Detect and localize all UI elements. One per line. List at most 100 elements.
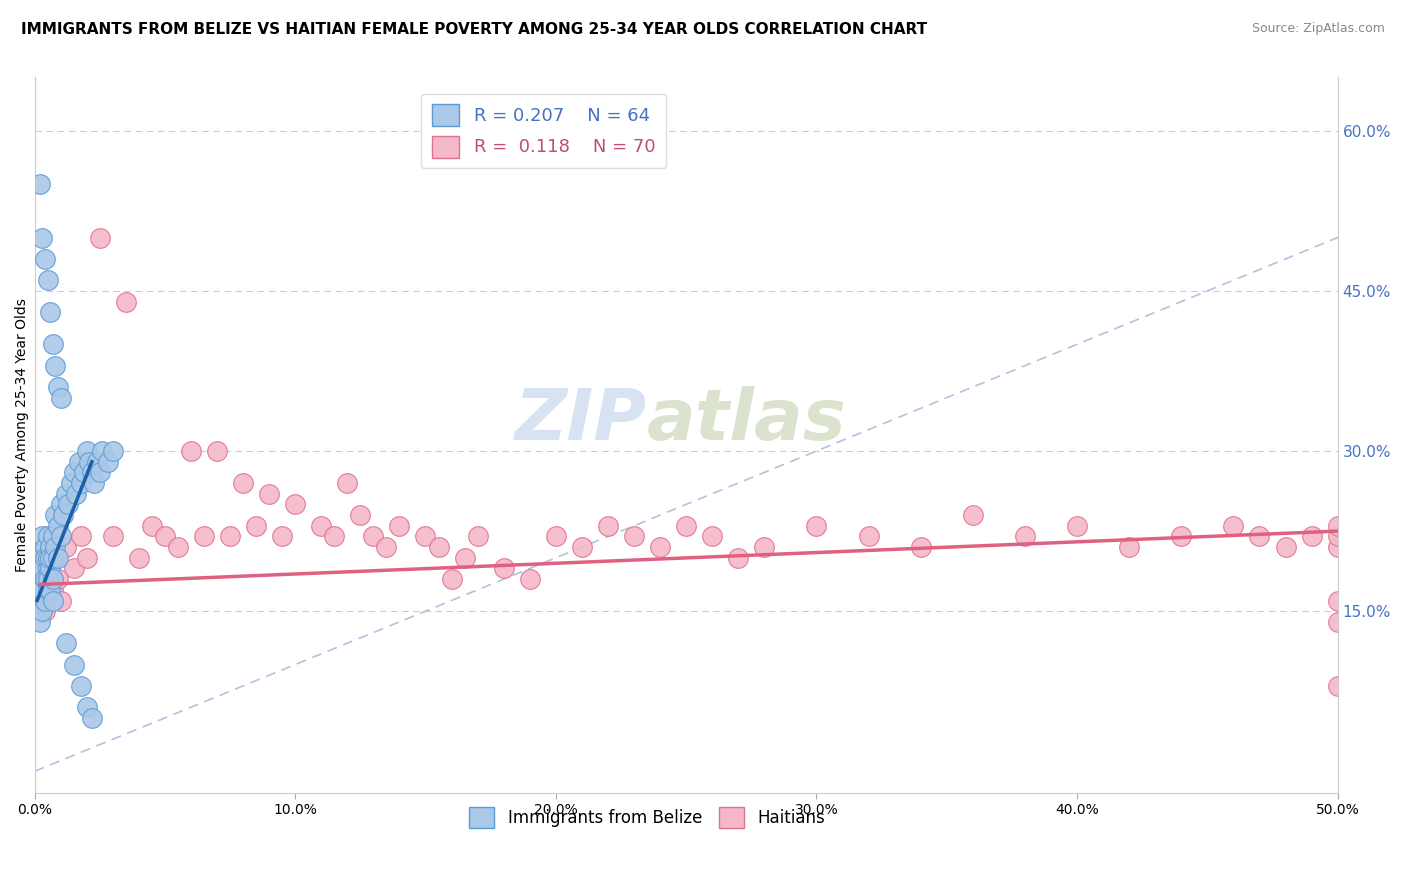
Point bbox=[42, 529, 65, 543]
Point bbox=[180, 444, 202, 458]
Point bbox=[55, 540, 77, 554]
Point bbox=[37, 572, 59, 586]
Point bbox=[37, 550, 59, 565]
Point bbox=[31, 230, 53, 244]
Point bbox=[427, 540, 450, 554]
Point bbox=[39, 561, 62, 575]
Text: ZIP: ZIP bbox=[515, 386, 647, 455]
Point bbox=[70, 476, 93, 491]
Point bbox=[1249, 529, 1271, 543]
Point bbox=[245, 518, 267, 533]
Point bbox=[42, 337, 65, 351]
Point bbox=[205, 444, 228, 458]
Point bbox=[31, 604, 53, 618]
Point bbox=[492, 561, 515, 575]
Point bbox=[1326, 518, 1348, 533]
Point bbox=[28, 177, 51, 191]
Point bbox=[46, 518, 69, 533]
Point bbox=[65, 487, 87, 501]
Point bbox=[49, 498, 72, 512]
Point bbox=[42, 572, 65, 586]
Point bbox=[167, 540, 190, 554]
Point bbox=[675, 518, 697, 533]
Point bbox=[34, 550, 56, 565]
Y-axis label: Female Poverty Among 25-34 Year Olds: Female Poverty Among 25-34 Year Olds bbox=[15, 298, 30, 572]
Legend: Immigrants from Belize, Haitians: Immigrants from Belize, Haitians bbox=[463, 801, 831, 834]
Point bbox=[31, 561, 53, 575]
Point bbox=[37, 273, 59, 287]
Point bbox=[323, 529, 346, 543]
Point bbox=[219, 529, 242, 543]
Point bbox=[440, 572, 463, 586]
Text: Source: ZipAtlas.com: Source: ZipAtlas.com bbox=[1251, 22, 1385, 36]
Point bbox=[67, 455, 90, 469]
Point bbox=[363, 529, 385, 543]
Point bbox=[349, 508, 371, 522]
Point bbox=[193, 529, 215, 543]
Point bbox=[153, 529, 176, 543]
Point bbox=[31, 572, 53, 586]
Point bbox=[1326, 615, 1348, 629]
Point bbox=[42, 582, 65, 597]
Point bbox=[70, 679, 93, 693]
Point bbox=[86, 455, 108, 469]
Point bbox=[128, 550, 150, 565]
Point bbox=[375, 540, 398, 554]
Point bbox=[415, 529, 437, 543]
Point bbox=[44, 540, 66, 554]
Point bbox=[42, 593, 65, 607]
Point bbox=[37, 529, 59, 543]
Point bbox=[79, 455, 101, 469]
Point bbox=[141, 518, 163, 533]
Point bbox=[73, 466, 96, 480]
Text: atlas: atlas bbox=[647, 386, 846, 455]
Point bbox=[962, 508, 984, 522]
Point bbox=[623, 529, 645, 543]
Point bbox=[101, 529, 124, 543]
Point bbox=[34, 572, 56, 586]
Point bbox=[25, 561, 48, 575]
Text: IMMIGRANTS FROM BELIZE VS HAITIAN FEMALE POVERTY AMONG 25-34 YEAR OLDS CORRELATI: IMMIGRANTS FROM BELIZE VS HAITIAN FEMALE… bbox=[21, 22, 927, 37]
Point bbox=[309, 518, 332, 533]
Point bbox=[34, 604, 56, 618]
Point bbox=[1326, 540, 1348, 554]
Point bbox=[37, 561, 59, 575]
Point bbox=[114, 294, 136, 309]
Point bbox=[257, 487, 280, 501]
Point bbox=[89, 466, 111, 480]
Point bbox=[80, 466, 103, 480]
Point bbox=[39, 582, 62, 597]
Point bbox=[55, 636, 77, 650]
Point bbox=[571, 540, 593, 554]
Point bbox=[89, 230, 111, 244]
Point bbox=[101, 444, 124, 458]
Point bbox=[28, 550, 51, 565]
Point bbox=[754, 540, 776, 554]
Point bbox=[1326, 593, 1348, 607]
Point bbox=[46, 572, 69, 586]
Point bbox=[28, 550, 51, 565]
Point bbox=[1014, 529, 1036, 543]
Point bbox=[34, 540, 56, 554]
Point bbox=[1274, 540, 1296, 554]
Point bbox=[34, 252, 56, 266]
Point bbox=[42, 550, 65, 565]
Point bbox=[544, 529, 567, 543]
Point bbox=[28, 593, 51, 607]
Point bbox=[76, 700, 98, 714]
Point bbox=[62, 561, 84, 575]
Point bbox=[596, 518, 619, 533]
Point bbox=[96, 455, 118, 469]
Point bbox=[44, 359, 66, 373]
Point bbox=[519, 572, 541, 586]
Point bbox=[1118, 540, 1140, 554]
Point bbox=[76, 550, 98, 565]
Point bbox=[1301, 529, 1323, 543]
Point bbox=[1326, 529, 1348, 543]
Point bbox=[336, 476, 359, 491]
Point bbox=[232, 476, 254, 491]
Point bbox=[39, 561, 62, 575]
Point bbox=[37, 582, 59, 597]
Point bbox=[55, 487, 77, 501]
Point bbox=[49, 529, 72, 543]
